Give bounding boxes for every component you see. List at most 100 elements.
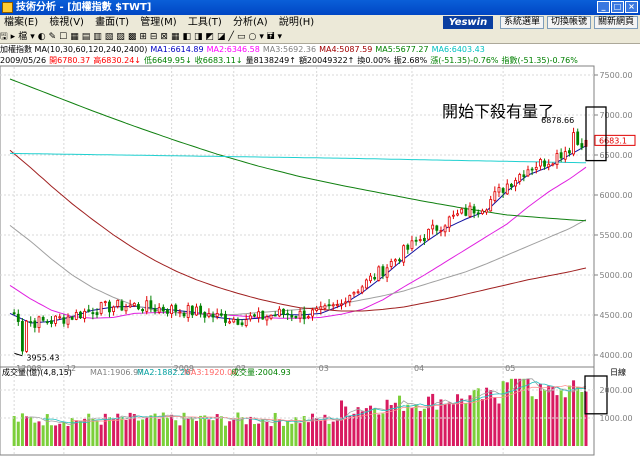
volume-bar (232, 419, 236, 446)
toolbar-icon-14[interactable]: ⊟ (149, 32, 158, 42)
volume-bar (78, 421, 82, 446)
toolbar-icon-7[interactable]: ▦ (70, 32, 79, 42)
volume-bar (16, 421, 20, 446)
ma-info-line: 加權指數 MA(10,30,60,120,240,2400) MA1:6614.8… (0, 44, 640, 55)
volume-bar (99, 424, 103, 446)
candle-body (555, 153, 559, 165)
window-title-bar: 技術分析 - [加權指數 $TWT] _ □ × (0, 0, 640, 15)
toolbar-icon-9[interactable]: ▥ (93, 32, 102, 42)
volume-bar (25, 416, 29, 446)
quote-value-0: 2009/05/26 (0, 56, 47, 65)
volume-bar (480, 399, 484, 446)
toolbar-icon-19[interactable]: ◩ (205, 32, 215, 42)
candle-body (431, 224, 435, 230)
candle-body (518, 174, 522, 182)
quote-value-5: 量8138249↑ (245, 56, 296, 65)
candle-body (439, 230, 443, 232)
volume-bar (141, 419, 145, 446)
volume-bar (435, 409, 439, 446)
volume-bar (248, 416, 252, 446)
volume-bar (244, 424, 248, 446)
menu-help[interactable]: 說明(H) (278, 17, 315, 28)
toolbar-icon-24[interactable]: ▾ (259, 32, 264, 42)
volume-bar (406, 404, 410, 446)
volume-bar (456, 394, 460, 446)
quote-value-7: 換0.00% (357, 56, 391, 65)
volume-bar (298, 423, 302, 446)
toolbar-icon-2[interactable]: 檔 (18, 32, 28, 42)
candle-body (166, 309, 169, 314)
candle-body (348, 295, 352, 302)
candle-body (456, 213, 459, 216)
toolbar-icon-18[interactable]: ◨ (194, 32, 203, 42)
toolbar-icon-11[interactable]: ▨ (116, 32, 125, 42)
volume-bar (211, 420, 215, 446)
volume-bar (385, 399, 389, 446)
minimize-button[interactable]: _ (597, 1, 610, 13)
candle-body (277, 308, 281, 317)
candle-body (120, 301, 124, 311)
price-tick-label: 4500.00 (599, 311, 632, 320)
toolbar-icon-4[interactable]: ◐ (37, 32, 46, 42)
toolbar-icon-25[interactable]: 🖬 (266, 32, 275, 42)
candle-body (41, 316, 45, 321)
close-webpage-button[interactable]: 關新網頁 (594, 16, 638, 29)
menu-screen[interactable]: 畫面(T) (95, 17, 130, 28)
candle-body (377, 266, 381, 281)
toolbar-icon-12[interactable]: ▩ (127, 32, 137, 42)
toolbar-icon-10[interactable]: ▧ (104, 32, 114, 42)
menu-view[interactable]: 檢視(V) (49, 17, 84, 28)
volume-bar (451, 404, 455, 446)
candle-body (393, 259, 397, 262)
toolbar-icon-20[interactable]: ◪ (217, 32, 226, 42)
toolbar-icon-13[interactable]: ⊞ (139, 32, 147, 42)
volume-bar (91, 419, 95, 446)
candle-body (493, 191, 497, 201)
system-menu-button[interactable]: 系統選單 (500, 16, 544, 29)
volume-bar (240, 417, 244, 446)
high-label: 6878.66 (541, 116, 574, 125)
toolbar-icon-17[interactable]: ◧ (182, 32, 191, 42)
volume-bar (497, 403, 501, 446)
volume-bar (485, 387, 489, 446)
volume-bar (33, 422, 37, 446)
menu-manage[interactable]: 管理(M) (140, 17, 177, 28)
annotation-text: 開始下殺有量了 (442, 102, 554, 121)
toolbar-icon-6[interactable]: ☐ (59, 32, 68, 42)
switch-account-button[interactable]: 切換帳號 (547, 16, 591, 29)
candle-body (447, 216, 451, 228)
volume-bar (286, 420, 290, 446)
candle-body (248, 315, 252, 320)
time-tick-label: 12008 (16, 364, 41, 373)
toolbar-icon-3[interactable]: ▾ (30, 32, 35, 42)
toolbar-icon-1[interactable]: ▸ (10, 32, 16, 42)
toolbar-icon-26[interactable]: ▾ (277, 32, 283, 42)
volume-bar (257, 423, 261, 446)
volume-bar (489, 390, 493, 446)
toolbar-icon-21[interactable]: ╱ (228, 32, 234, 42)
toolbar-icon-16[interactable]: ▦ (170, 32, 180, 42)
menu-analysis[interactable]: 分析(A) (233, 17, 268, 28)
candle-body (352, 292, 356, 295)
volume-bar (331, 421, 335, 446)
volume-bar (344, 406, 348, 446)
toolbar-icon-5[interactable]: ✎ (48, 32, 57, 42)
volume-ma-label-0: MA1:1906.97 (90, 368, 143, 377)
menu-tools[interactable]: 工具(T) (187, 17, 222, 28)
candle-body (510, 183, 513, 187)
maximize-button[interactable]: □ (611, 1, 624, 13)
volume-bar (472, 389, 476, 446)
menu-file[interactable]: 檔案(E) (4, 17, 39, 28)
toolbar-icon-8[interactable]: ▤ (81, 32, 91, 42)
candle-body (327, 304, 331, 307)
candle-body (551, 163, 555, 166)
toolbar-icon-22[interactable]: ▭ (236, 32, 246, 42)
close-button[interactable]: × (625, 1, 638, 13)
candle-body (501, 188, 505, 193)
toolbar-icon-15[interactable]: ⊠ (160, 32, 168, 42)
volume-bar (49, 425, 53, 446)
toolbar-icon-23[interactable]: ○ (248, 32, 257, 42)
volume-bar (352, 413, 356, 446)
ma-value-2: MA2:6346.58 (206, 45, 260, 54)
toolbar-icon-0[interactable]: 🖫 (0, 32, 8, 42)
